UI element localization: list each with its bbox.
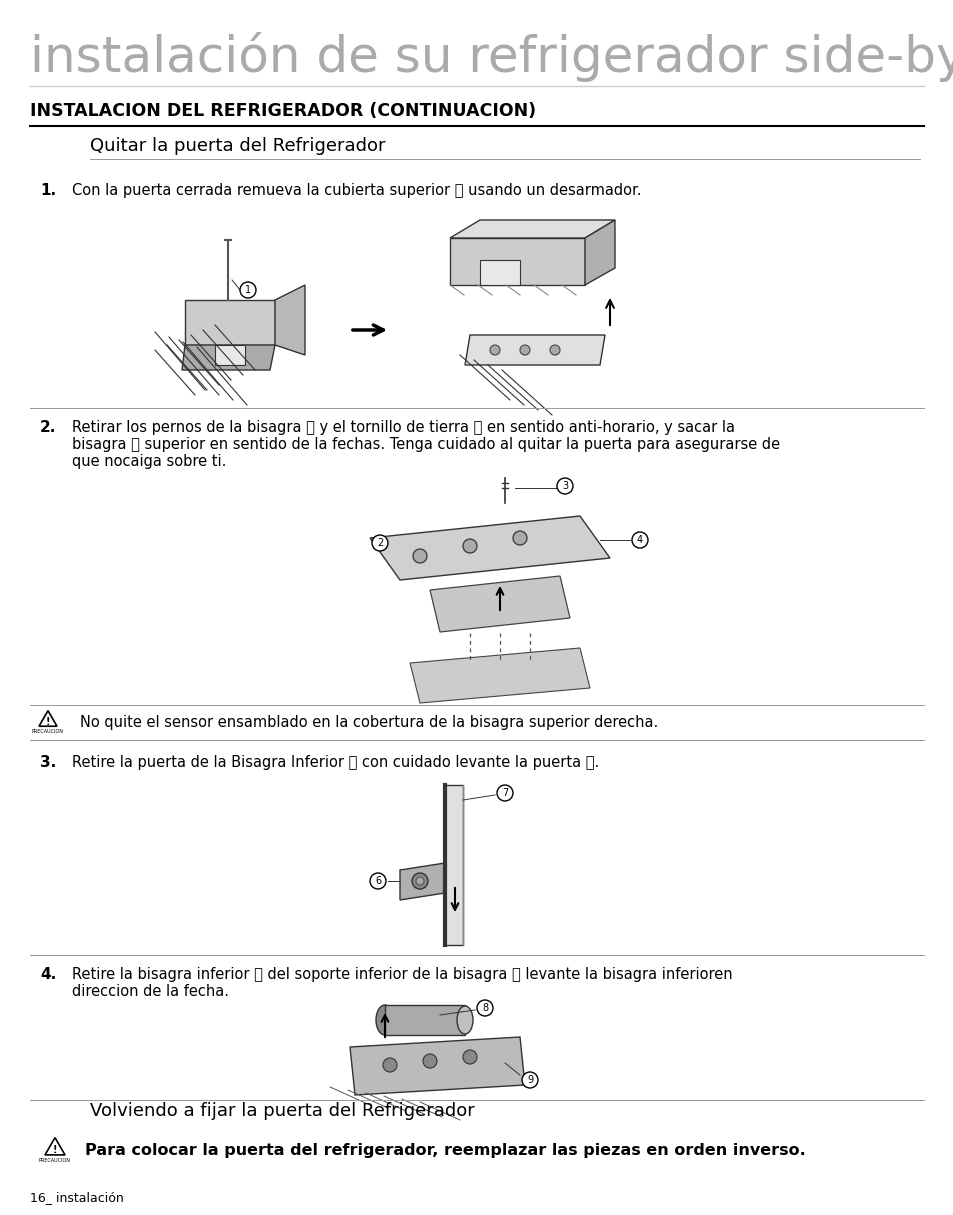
Text: 4: 4 — [637, 535, 642, 546]
Bar — [444, 785, 462, 945]
Ellipse shape — [375, 1005, 394, 1035]
Text: Volviendo a fijar la puerta del Refrigerador: Volviendo a fijar la puerta del Refriger… — [90, 1102, 475, 1120]
Circle shape — [519, 345, 530, 355]
Text: PRECAUCION: PRECAUCION — [39, 1158, 71, 1163]
Circle shape — [416, 877, 423, 885]
Circle shape — [490, 345, 499, 355]
Polygon shape — [39, 711, 57, 727]
Circle shape — [521, 1072, 537, 1087]
Text: direccion de la fecha.: direccion de la fecha. — [71, 984, 229, 999]
Text: 3.: 3. — [40, 755, 56, 770]
Polygon shape — [399, 863, 444, 900]
Text: 4.: 4. — [40, 967, 56, 982]
Text: INSTALACION DEL REFRIGERADOR (CONTINUACION): INSTALACION DEL REFRIGERADOR (CONTINUACI… — [30, 102, 536, 120]
Text: 1.: 1. — [40, 183, 56, 198]
Circle shape — [513, 531, 526, 546]
Polygon shape — [450, 220, 615, 238]
Circle shape — [462, 1050, 476, 1064]
Circle shape — [372, 535, 388, 550]
Text: !: ! — [46, 717, 51, 727]
Polygon shape — [214, 345, 245, 364]
Circle shape — [631, 532, 647, 548]
Text: 2: 2 — [376, 538, 383, 548]
Polygon shape — [430, 576, 569, 632]
Polygon shape — [274, 286, 305, 355]
Polygon shape — [185, 300, 274, 345]
Circle shape — [240, 282, 255, 298]
Text: Quitar la puerta del Refrigerador: Quitar la puerta del Refrigerador — [90, 137, 385, 156]
Polygon shape — [450, 238, 584, 286]
Text: 7: 7 — [501, 789, 508, 798]
Circle shape — [412, 874, 428, 889]
Polygon shape — [464, 335, 604, 364]
Polygon shape — [584, 220, 615, 286]
Text: instalación de su refrigerador side-by-side: instalación de su refrigerador side-by-s… — [30, 32, 953, 81]
Text: Retirar los pernos de la bisagra Ⓢ y el tornillo de tierra Ⓡ en sentido anti-hor: Retirar los pernos de la bisagra Ⓢ y el … — [71, 420, 734, 435]
Text: 9: 9 — [526, 1075, 533, 1085]
Polygon shape — [479, 260, 519, 286]
Polygon shape — [45, 1137, 65, 1155]
Text: Retire la puerta de la Bisagra Inferior Ⓞ con cuidado levante la puerta Ⓝ.: Retire la puerta de la Bisagra Inferior … — [71, 755, 598, 770]
Text: 8: 8 — [481, 1004, 488, 1013]
Circle shape — [497, 785, 513, 801]
Circle shape — [422, 1053, 436, 1068]
Polygon shape — [182, 345, 274, 371]
Text: No quite el sensor ensamblado en la cobertura de la bisagra superior derecha.: No quite el sensor ensamblado en la cobe… — [80, 714, 658, 729]
Text: bisagra Ⓠ superior en sentido de la fechas. Tenga cuidado al quitar la puerta pa: bisagra Ⓠ superior en sentido de la fech… — [71, 437, 780, 452]
Polygon shape — [350, 1036, 524, 1095]
Circle shape — [557, 477, 573, 495]
Bar — [385, 1005, 464, 1035]
Circle shape — [462, 539, 476, 553]
Text: PRECAUCION: PRECAUCION — [32, 729, 64, 734]
Circle shape — [382, 1058, 396, 1072]
Ellipse shape — [456, 1006, 473, 1034]
Text: 2.: 2. — [40, 420, 56, 435]
Text: Con la puerta cerrada remueva la cubierta superior Ⓣ usando un desarmador.: Con la puerta cerrada remueva la cubiert… — [71, 183, 640, 198]
Text: Para colocar la puerta del refrigerador, reemplazar las piezas en orden inverso.: Para colocar la puerta del refrigerador,… — [85, 1142, 805, 1158]
Text: !: ! — [52, 1145, 57, 1154]
Text: que nocaiga sobre ti.: que nocaiga sobre ti. — [71, 454, 226, 469]
Text: Retire la bisagra inferior Ⓜ del soporte inferior de la bisagra Ⓛ levante la bis: Retire la bisagra inferior Ⓜ del soporte… — [71, 967, 732, 982]
Circle shape — [370, 874, 386, 889]
Text: 6: 6 — [375, 876, 380, 886]
Polygon shape — [370, 516, 609, 580]
Text: 3: 3 — [561, 481, 567, 491]
Polygon shape — [410, 648, 589, 703]
Circle shape — [413, 549, 427, 563]
Circle shape — [550, 345, 559, 355]
Circle shape — [476, 1000, 493, 1016]
Text: 16_ instalación: 16_ instalación — [30, 1192, 124, 1204]
Text: 1: 1 — [245, 286, 251, 295]
